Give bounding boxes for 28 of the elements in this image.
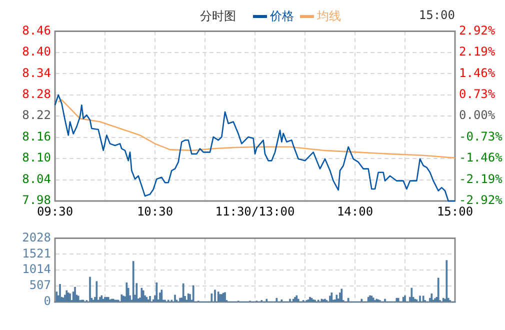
y2-tick-label: 2.92% — [459, 23, 496, 38]
y2-tick-label: 1.46% — [459, 66, 496, 80]
y-tick-label: 1014 — [22, 262, 51, 276]
y2-tick-label: 0.00% — [459, 108, 496, 122]
y-tick-label: 0 — [44, 294, 51, 308]
y-tick-label: 507 — [29, 278, 51, 292]
y2-tick-label: 2.19% — [459, 44, 496, 59]
y-tick-label: 2028 — [22, 230, 51, 244]
y-tick-label: 8.46 — [22, 23, 51, 38]
text: 15:00 — [418, 8, 455, 22]
y-tick-label: 8.10 — [22, 150, 51, 165]
y2-tick-label: 0.73% — [459, 87, 496, 101]
x-tick-label: 10:30 — [136, 204, 174, 218]
y-tick-label: 8.40 — [22, 44, 51, 59]
y-tick-label: 8.34 — [22, 66, 51, 80]
y-tick-label: 8.16 — [22, 129, 51, 144]
chart-title: 分时图 — [200, 8, 236, 25]
legend-label: 价格 — [269, 8, 294, 25]
y2-tick-label: -2.19% — [459, 172, 504, 186]
y-tick-label: 8.04 — [22, 172, 51, 186]
x-tick-label: 14:00 — [336, 204, 374, 218]
x-tick-label: 11:30/13:00 — [215, 204, 295, 218]
y-tick-label: 8.28 — [22, 87, 51, 101]
y-tick-label: 8.22 — [22, 108, 51, 122]
y-tick-label: 1521 — [22, 246, 51, 260]
y2-tick-label: -0.73% — [459, 129, 504, 144]
y2-tick-label: -1.46% — [459, 150, 504, 165]
legend-label: 均线 — [316, 8, 341, 25]
